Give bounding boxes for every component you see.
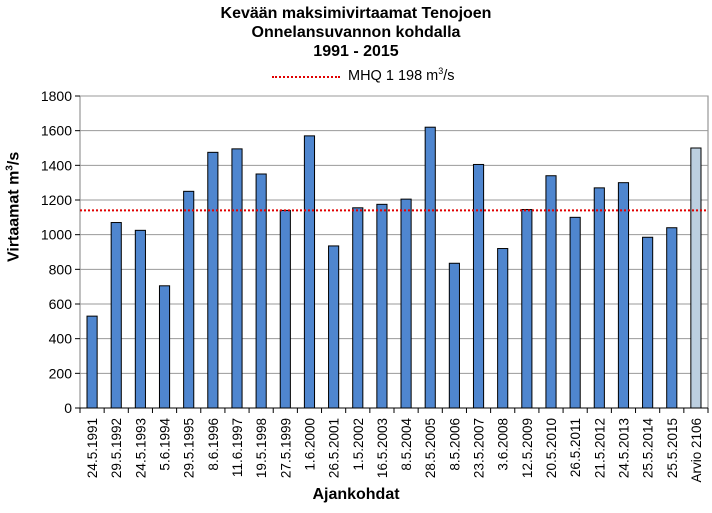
- bar-3.6.2008: [497, 248, 509, 409]
- bar-23.5.2007: [472, 163, 485, 409]
- x-tick-label: 24.5.1993: [133, 418, 148, 478]
- y-tick-label: 1000: [41, 227, 72, 243]
- x-tick-label: 27.5.1999: [278, 418, 293, 478]
- y-tick-label: 800: [49, 261, 73, 277]
- bar-5.6.1994: [158, 285, 171, 409]
- y-tick-label: 1400: [41, 157, 72, 173]
- y-tick-label: 1800: [41, 88, 72, 104]
- legend-reference-line-label: MHQ 1 198 m3/s: [348, 66, 455, 84]
- x-tick-label: 8.6.1996: [206, 418, 221, 471]
- chart-title-line-1: Kevään maksimivirtaamat Tenojoen: [220, 5, 492, 22]
- bar-11.6.1997: [231, 148, 243, 409]
- bar-8.5.2006: [448, 262, 460, 409]
- bar-1.6.2000: [303, 135, 316, 409]
- bar-26.5.2011: [569, 216, 581, 409]
- x-tick-label: 29.5.1992: [109, 418, 124, 478]
- bar-8.6.1996: [207, 151, 219, 409]
- y-tick-label: 1200: [41, 192, 72, 208]
- x-tick-label: 11.6.1997: [230, 418, 245, 477]
- x-tick-label: 20.5.2010: [544, 418, 559, 478]
- bar-26.5.2001: [328, 245, 340, 409]
- bar-29.5.1992: [110, 222, 122, 409]
- x-tick-label: 16.5.2003: [375, 418, 390, 478]
- bar-12.5.2009: [521, 209, 533, 409]
- bar-24.5.1993: [134, 229, 146, 409]
- x-tick-label: 1.6.2000: [302, 418, 317, 471]
- x-tick-label: 26.5.2001: [327, 418, 342, 478]
- x-tick-label: 25.5.2014: [641, 418, 656, 479]
- legend-reference-line-swatch: [272, 76, 340, 78]
- bar-28.5.2005: [424, 126, 436, 409]
- x-tick-label: 24.5.2013: [616, 418, 631, 478]
- x-tick-label: 29.5.1995: [182, 418, 197, 478]
- x-tick-label: 28.5.2005: [423, 418, 438, 478]
- bar-19.5.1998: [255, 173, 267, 409]
- x-tick-label: 5.6.1994: [158, 418, 173, 471]
- bar-24.5.1991: [86, 315, 98, 409]
- bar-16.5.2003: [376, 203, 388, 409]
- x-tick-label: 12.5.2009: [520, 418, 535, 478]
- x-tick-label: 26.5.2011: [568, 418, 583, 477]
- x-tick-label: 8.5.2006: [447, 418, 462, 471]
- bar-8.5.2004: [400, 198, 412, 409]
- x-tick-label: 3.6.2008: [496, 418, 511, 471]
- bar-1.5.2002: [352, 207, 364, 409]
- bar-20.5.2010: [545, 175, 557, 409]
- x-tick-label: Arvio 2106: [689, 418, 704, 483]
- chart-title-line-3: 1991 - 2015: [313, 43, 399, 60]
- bar-25.5.2015: [666, 227, 678, 409]
- x-tick-label: 21.5.2012: [592, 418, 607, 478]
- bar-27.5.1999: [279, 209, 291, 409]
- y-tick-label: 400: [49, 331, 73, 347]
- x-tick-label: 24.5.1991: [85, 418, 100, 478]
- y-tick-label: 200: [49, 365, 73, 381]
- x-tick-label: 8.5.2004: [399, 418, 414, 471]
- x-tick-label: 19.5.1998: [254, 418, 269, 478]
- y-tick-label: 600: [49, 296, 73, 312]
- bar-29.5.1995: [183, 190, 195, 409]
- bar-25.5.2014: [642, 236, 654, 409]
- x-tick-label: 23.5.2007: [472, 418, 487, 478]
- bar-24.5.2013: [617, 182, 630, 409]
- bar-21.5.2012: [593, 187, 605, 409]
- y-tick-label: 1600: [41, 123, 72, 139]
- x-axis-label: Ajankohdat: [312, 486, 400, 503]
- plot-area: [79, 95, 709, 409]
- bar-Arvio-2106: [690, 147, 702, 409]
- x-tick-label: 25.5.2015: [665, 418, 680, 478]
- chart-title-line-2: Onnelansuvannon kohdalla: [251, 24, 461, 41]
- x-tick-label: 1.5.2002: [351, 418, 366, 471]
- y-tick-label: 0: [64, 400, 72, 416]
